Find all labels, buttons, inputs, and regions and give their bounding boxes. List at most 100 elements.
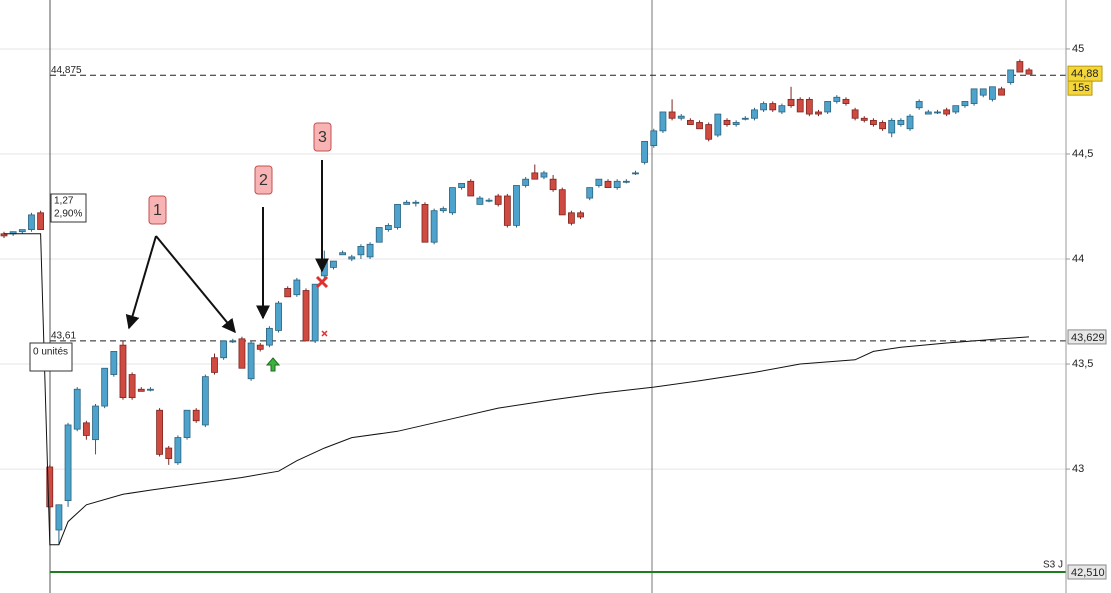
candle-body: [174, 437, 182, 464]
position-box: 0 unités: [29, 342, 73, 372]
price-label: 44,88: [1071, 68, 1099, 80]
candle-body: [503, 195, 511, 226]
candle-body: [421, 203, 429, 243]
candle-body: [549, 178, 557, 191]
candle-body: [796, 98, 804, 113]
candle-body: [686, 119, 694, 125]
candle-body: [540, 172, 548, 178]
candle-body: [73, 388, 81, 430]
candle-body: [403, 201, 411, 205]
candle-body: [55, 504, 63, 531]
candle-body: [1025, 69, 1033, 75]
annotation-box: [313, 122, 332, 152]
candle-body: [256, 344, 264, 350]
candle-body: [37, 212, 45, 230]
y-tick-label: 44,5: [1072, 148, 1093, 160]
candle-body: [568, 212, 575, 224]
buy-marker: [265, 357, 281, 372]
annotation-arrow: [125, 235, 157, 330]
candle-body: [577, 212, 584, 218]
candle-body: [384, 224, 392, 230]
candle-body: [998, 88, 1005, 96]
candle-body: [366, 243, 374, 258]
line-value-label: 43,629: [1071, 332, 1105, 344]
candle-body: [339, 252, 347, 256]
candle-body: [439, 208, 447, 212]
info-text: 2,90%: [54, 209, 82, 220]
candle-body: [988, 86, 996, 100]
info-box: 1,27 2,90%: [50, 193, 87, 223]
candle-body: [595, 178, 603, 186]
candle-body: [677, 115, 685, 119]
support-name: S3 J: [1043, 560, 1063, 571]
candle-body: [604, 180, 612, 188]
annotation-label: 3: [318, 129, 327, 146]
candle-body: [375, 227, 383, 243]
exit-marker: [321, 330, 328, 337]
candle-body: [961, 101, 969, 107]
candle-body: [943, 109, 951, 115]
candle-body: [192, 409, 200, 422]
candle-body: [449, 187, 456, 214]
candle-body: [522, 178, 530, 186]
candle-body: [128, 374, 136, 399]
candle-body: [778, 105, 786, 113]
level-label: 43,61: [51, 331, 76, 342]
candle-body: [851, 109, 859, 119]
candle-body: [787, 98, 795, 107]
candle-body: [613, 180, 621, 188]
candle-body: [741, 117, 749, 120]
candle-body: [201, 376, 209, 426]
average-line: [4, 233, 1030, 546]
candle-body: [934, 111, 941, 114]
level-label: 44,875: [51, 65, 82, 76]
candle-body: [293, 279, 301, 296]
candle-body: [1007, 69, 1015, 83]
candle-body: [412, 201, 420, 204]
candle-body: [101, 367, 109, 407]
candle-body: [622, 180, 630, 183]
annotation-arrow: [155, 235, 236, 334]
candle-body: [165, 447, 173, 459]
info-text: 1,27: [54, 196, 74, 207]
candle-body: [28, 214, 35, 230]
y-tick-label: 43,5: [1072, 358, 1093, 370]
candle-body: [906, 115, 914, 130]
candle-body: [238, 338, 246, 369]
candle-body: [860, 117, 868, 121]
candle-body: [275, 302, 282, 331]
sell-marker: [315, 275, 329, 289]
candle-body: [641, 140, 649, 163]
line-tag: [1067, 329, 1107, 345]
candle-body: [18, 229, 26, 233]
candle-body: [183, 409, 191, 438]
candle-body: [211, 357, 218, 373]
candle-body: [842, 98, 850, 104]
candle-body: [357, 246, 365, 256]
candle-body: [970, 88, 978, 104]
y-tick-label: 44: [1072, 253, 1084, 265]
candle-body: [137, 388, 145, 392]
axis-panel: [1066, 0, 1111, 593]
candle-body: [348, 256, 356, 260]
candle-body: [394, 203, 401, 228]
candle-body: [46, 466, 54, 508]
candle-body: [760, 103, 767, 111]
annotation-box: [148, 195, 167, 225]
levels: 44,875 43,61 S3 J: [50, 65, 1066, 573]
candle-body: [467, 180, 475, 197]
candle-body: [732, 122, 740, 125]
candle-body: [156, 409, 163, 455]
support-tag: [1067, 564, 1107, 580]
position-frame: [29, 342, 73, 372]
candle-body: [888, 119, 896, 134]
candle-body: [696, 122, 703, 130]
candle-body: [220, 340, 228, 359]
candle-body: [513, 185, 520, 226]
position-text: 0 unités: [33, 347, 68, 358]
candle-body: [650, 130, 658, 146]
annotation-label: 1: [153, 202, 162, 219]
candle-body: [870, 119, 877, 125]
candle-body: [833, 96, 841, 102]
